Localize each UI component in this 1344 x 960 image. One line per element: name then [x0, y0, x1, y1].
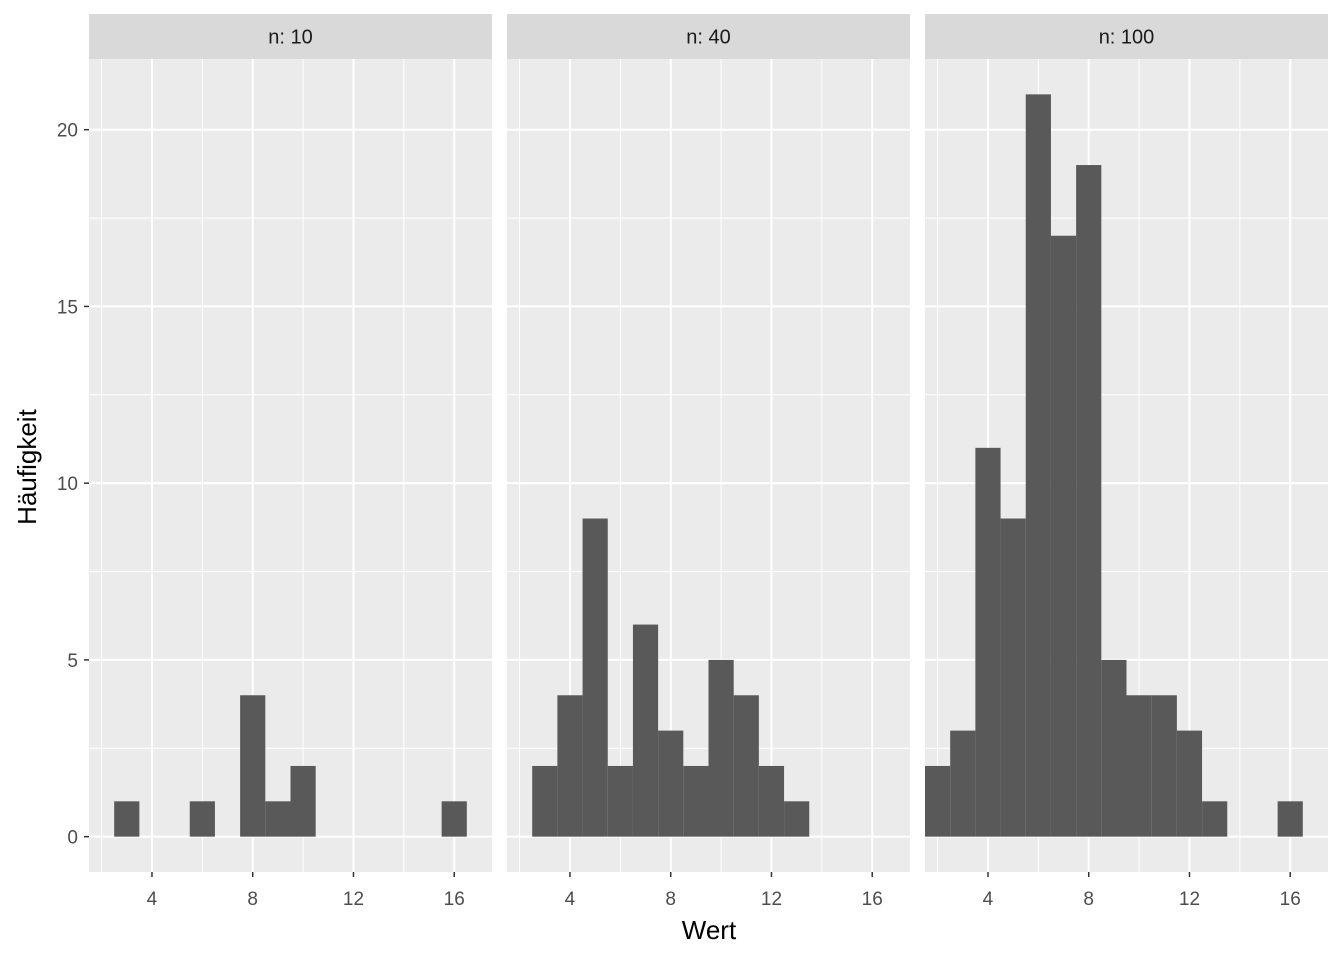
facet-strip	[507, 14, 910, 59]
histogram-bar	[1000, 518, 1026, 837]
y-tick-label: 10	[57, 474, 78, 495]
histogram-bar	[114, 801, 140, 837]
facet-strip-label: n: 10	[268, 27, 312, 49]
x-tick-label: 16	[862, 889, 883, 910]
histogram-bar	[1202, 801, 1228, 837]
histogram-bar	[557, 695, 583, 837]
panel-background	[89, 59, 492, 872]
histogram-bar	[1050, 235, 1077, 837]
x-axis-title: Wert	[682, 915, 737, 945]
histogram-bar	[240, 695, 266, 837]
histogram-bar	[784, 801, 810, 837]
x-tick-label: 12	[1179, 889, 1200, 910]
histogram-bar	[607, 765, 633, 837]
histogram-bar	[582, 518, 608, 837]
x-tick-label: 4	[983, 889, 994, 910]
histogram-bar	[1176, 730, 1203, 837]
histogram-bar	[975, 447, 1001, 837]
y-axis: 0 5 10 15 20	[57, 121, 89, 849]
facet-strip	[89, 14, 492, 59]
y-axis-title: Häufigkeit	[12, 408, 42, 524]
histogram-bar	[658, 730, 684, 837]
y-tick-label: 20	[57, 121, 78, 142]
histogram-bar	[758, 765, 785, 837]
histogram-bar	[1151, 695, 1177, 837]
x-tick-label: 8	[1083, 889, 1094, 910]
x-tick-label: 16	[1280, 889, 1301, 910]
x-tick-label: 4	[147, 889, 158, 910]
facet-strip-label: n: 100	[1099, 27, 1155, 49]
histogram-bar	[1101, 659, 1127, 837]
x-tick-label: 12	[761, 889, 782, 910]
histogram-bar	[950, 730, 976, 837]
histogram-bar	[1076, 165, 1102, 837]
histogram-bar	[532, 765, 558, 837]
facet-strip	[925, 14, 1328, 59]
histogram-bar	[1025, 94, 1051, 837]
histogram-bar	[265, 801, 291, 837]
histogram-bar	[733, 695, 759, 837]
facet-panels: n: 10 4 8 12 16 n: 40 4 8 12 16 n: 100 4 8 12 16	[89, 14, 1328, 910]
y-tick-label: 0	[67, 828, 78, 849]
histogram-bar	[1277, 801, 1303, 837]
histogram-bar	[1126, 695, 1152, 837]
facet-1: n: 10 4 8 12 16	[89, 14, 492, 910]
histogram-bar	[683, 765, 709, 837]
histogram-bar	[632, 624, 659, 837]
x-tick-label: 8	[665, 889, 676, 910]
histogram-bar	[708, 659, 734, 837]
y-tick-label: 5	[67, 651, 78, 672]
x-tick-label: 4	[565, 889, 576, 910]
facet-2: n: 40 4 8 12 16	[507, 14, 910, 910]
histogram-bar	[925, 765, 951, 837]
x-tick-label: 12	[343, 889, 364, 910]
facet-3: n: 100 4 8 12 16	[925, 14, 1328, 910]
x-tick-label: 16	[444, 889, 465, 910]
y-tick-label: 15	[57, 297, 78, 318]
histogram-bar	[189, 801, 215, 837]
histogram-bar	[290, 765, 316, 837]
facet-strip-label: n: 40	[686, 27, 730, 49]
histogram-bar	[441, 801, 467, 837]
x-tick-label: 8	[247, 889, 258, 910]
